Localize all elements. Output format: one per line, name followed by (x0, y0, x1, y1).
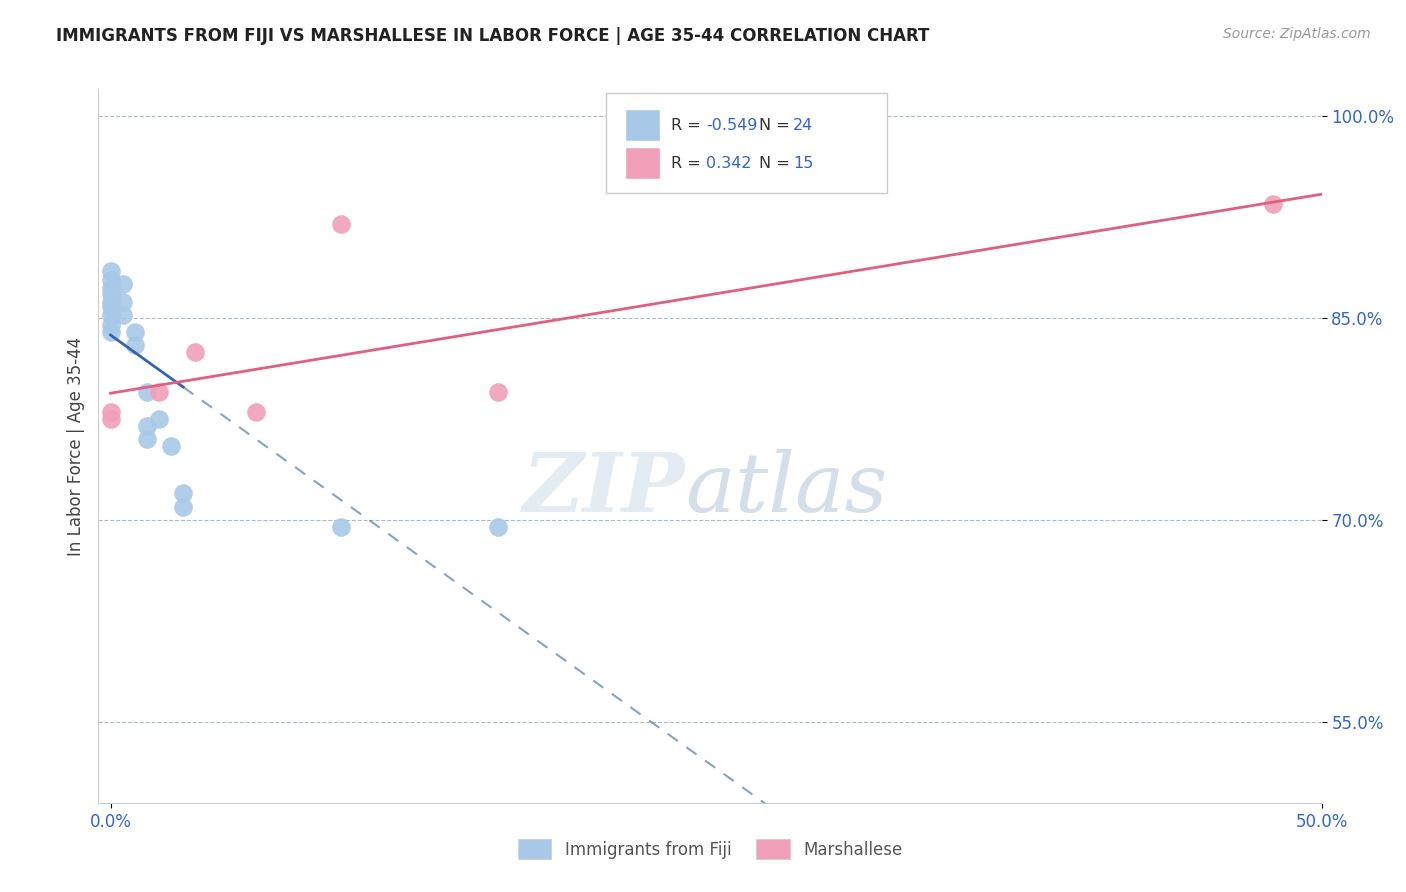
Point (148, 412, 170, 426)
Point (172, 500, 194, 514)
Text: R =: R = (671, 156, 706, 171)
Point (148, 385, 170, 400)
Point (100, 264, 122, 278)
Point (245, 405, 267, 419)
Text: -0.549: -0.549 (706, 118, 758, 133)
Point (172, 486, 194, 500)
Point (135, 385, 157, 400)
Legend: Immigrants from Fiji, Marshallese: Immigrants from Fiji, Marshallese (517, 839, 903, 859)
Point (100, 325, 122, 339)
Point (124, 325, 146, 339)
FancyBboxPatch shape (606, 93, 887, 193)
Point (100, 301, 122, 315)
Text: N =: N = (759, 156, 794, 171)
Text: 24: 24 (793, 118, 814, 133)
Point (160, 439, 183, 453)
Point (100, 294, 122, 309)
Point (100, 286, 122, 301)
FancyBboxPatch shape (626, 110, 659, 141)
Point (100, 412, 122, 426)
Text: 0.342: 0.342 (706, 156, 752, 171)
Text: R =: R = (671, 118, 706, 133)
Point (111, 309, 134, 323)
Point (100, 281, 122, 295)
Point (100, 318, 122, 332)
Point (329, 520, 352, 534)
Point (135, 418, 157, 433)
Y-axis label: In Labor Force | Age 35-44: In Labor Force | Age 35-44 (66, 336, 84, 556)
Point (111, 277, 134, 292)
Point (329, 217, 352, 231)
Point (100, 309, 122, 323)
Point (100, 405, 122, 419)
Point (100, 273, 122, 287)
Point (135, 432, 157, 446)
Text: ZIP: ZIP (523, 449, 686, 529)
Point (111, 294, 134, 309)
Point (486, 385, 509, 400)
Point (486, 520, 509, 534)
FancyBboxPatch shape (626, 148, 659, 179)
Text: 15: 15 (793, 156, 814, 171)
Point (1263, 196, 1285, 211)
Text: atlas: atlas (686, 449, 889, 529)
Text: IMMIGRANTS FROM FIJI VS MARSHALLESE IN LABOR FORCE | AGE 35-44 CORRELATION CHART: IMMIGRANTS FROM FIJI VS MARSHALLESE IN L… (56, 27, 929, 45)
Text: Source: ZipAtlas.com: Source: ZipAtlas.com (1223, 27, 1371, 41)
Point (124, 338, 146, 352)
Point (184, 344, 207, 359)
Text: N =: N = (759, 118, 794, 133)
